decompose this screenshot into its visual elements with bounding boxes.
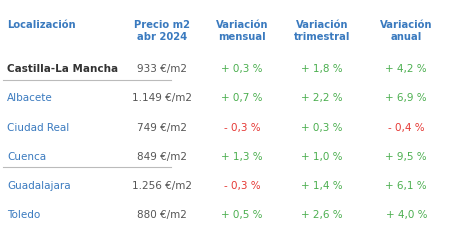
Text: 880 €/m2: 880 €/m2 [137, 210, 187, 220]
Text: + 1,4 %: + 1,4 % [301, 181, 343, 191]
Text: + 0,7 %: + 0,7 % [221, 93, 263, 104]
Text: + 2,2 %: + 2,2 % [301, 93, 343, 104]
Text: - 0,3 %: - 0,3 % [224, 181, 260, 191]
Text: Precio m2
abr 2024: Precio m2 abr 2024 [134, 20, 190, 42]
Text: + 4,0 %: + 4,0 % [386, 210, 427, 220]
Text: - 0,4 %: - 0,4 % [388, 122, 425, 133]
Text: Variación
mensual: Variación mensual [216, 20, 269, 42]
Text: + 0,5 %: + 0,5 % [221, 210, 263, 220]
Text: Cuenca: Cuenca [7, 152, 46, 162]
Text: + 0,3 %: + 0,3 % [221, 65, 263, 74]
Text: + 1,3 %: + 1,3 % [221, 152, 263, 162]
Text: - 0,3 %: - 0,3 % [224, 122, 260, 133]
Text: Variación
anual: Variación anual [380, 20, 432, 42]
Text: + 0,3 %: + 0,3 % [301, 122, 343, 133]
Text: + 2,6 %: + 2,6 % [301, 210, 343, 220]
Text: Albacete: Albacete [7, 93, 53, 104]
Text: 933 €/m2: 933 €/m2 [137, 65, 187, 74]
Text: + 1,0 %: + 1,0 % [301, 152, 343, 162]
Text: + 6,9 %: + 6,9 % [386, 93, 427, 104]
Text: + 6,1 %: + 6,1 % [386, 181, 427, 191]
Text: Localización: Localización [7, 20, 76, 30]
Text: Variación
trimestral: Variación trimestral [294, 20, 350, 42]
Text: 1.149 €/m2: 1.149 €/m2 [132, 93, 193, 104]
Text: + 1,8 %: + 1,8 % [301, 65, 343, 74]
Text: 749 €/m2: 749 €/m2 [137, 122, 187, 133]
Text: + 9,5 %: + 9,5 % [386, 152, 427, 162]
Text: 1.256 €/m2: 1.256 €/m2 [132, 181, 193, 191]
Text: Castilla-La Mancha: Castilla-La Mancha [7, 65, 119, 74]
Text: + 4,2 %: + 4,2 % [386, 65, 427, 74]
Text: Toledo: Toledo [7, 210, 40, 220]
Text: Guadalajara: Guadalajara [7, 181, 71, 191]
Text: Ciudad Real: Ciudad Real [7, 122, 70, 133]
Text: 849 €/m2: 849 €/m2 [137, 152, 187, 162]
